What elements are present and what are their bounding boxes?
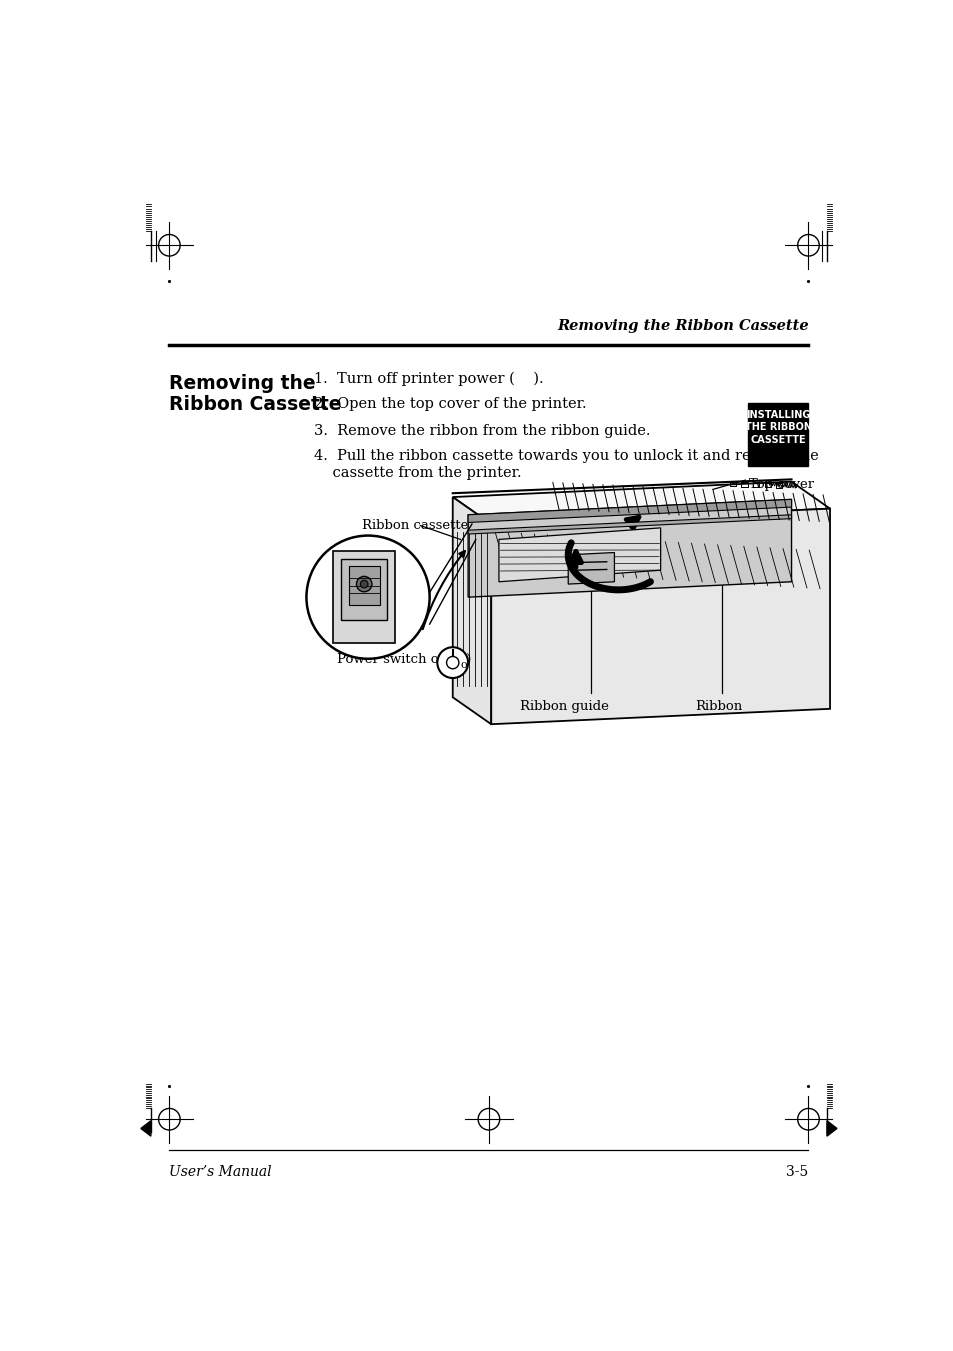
Text: User’s Manual: User’s Manual <box>170 1166 272 1179</box>
Text: o: o <box>459 659 466 670</box>
Polygon shape <box>141 1121 151 1136</box>
Polygon shape <box>468 500 791 523</box>
Circle shape <box>356 577 372 592</box>
Polygon shape <box>826 1121 836 1136</box>
Polygon shape <box>498 528 659 582</box>
Text: cassette from the printer.: cassette from the printer. <box>314 466 521 480</box>
Text: 2.  Open the top cover of the printer.: 2. Open the top cover of the printer. <box>314 397 586 411</box>
Text: CASSETTE: CASSETTE <box>749 435 805 444</box>
Polygon shape <box>568 553 614 584</box>
Text: 3-5: 3-5 <box>785 1166 807 1179</box>
Text: INSTALLING: INSTALLING <box>745 411 809 420</box>
Text: Removing the Ribbon Cassette: Removing the Ribbon Cassette <box>557 319 807 334</box>
Text: Ribbon: Ribbon <box>694 700 741 712</box>
Polygon shape <box>468 500 791 597</box>
FancyArrowPatch shape <box>570 551 581 567</box>
FancyArrowPatch shape <box>422 551 464 630</box>
Polygon shape <box>341 559 387 620</box>
Circle shape <box>446 657 458 669</box>
Text: Removing the: Removing the <box>170 374 315 393</box>
Text: Ribbon cassette: Ribbon cassette <box>361 519 468 532</box>
Text: 4.  Pull the ribbon cassette towards you to unlock it and remove the: 4. Pull the ribbon cassette towards you … <box>314 449 818 462</box>
Text: 1.  Turn off printer power (    ).: 1. Turn off printer power ( ). <box>314 372 543 386</box>
Text: Ribbon guide: Ribbon guide <box>519 700 608 712</box>
Polygon shape <box>349 566 379 605</box>
Circle shape <box>306 535 429 659</box>
Polygon shape <box>491 508 829 724</box>
FancyBboxPatch shape <box>747 403 807 466</box>
Text: Power switch off (  ): Power switch off ( ) <box>336 653 471 666</box>
Text: 3.  Remove the ribbon from the ribbon guide.: 3. Remove the ribbon from the ribbon gui… <box>314 424 650 438</box>
Text: Top cover: Top cover <box>748 478 814 490</box>
Text: Ribbon Cassette: Ribbon Cassette <box>170 396 341 415</box>
Polygon shape <box>453 482 829 524</box>
Text: THE RIBBON: THE RIBBON <box>743 423 811 432</box>
Circle shape <box>360 580 368 588</box>
Circle shape <box>436 647 468 678</box>
Polygon shape <box>333 551 395 643</box>
Polygon shape <box>468 515 791 534</box>
Polygon shape <box>453 497 491 724</box>
